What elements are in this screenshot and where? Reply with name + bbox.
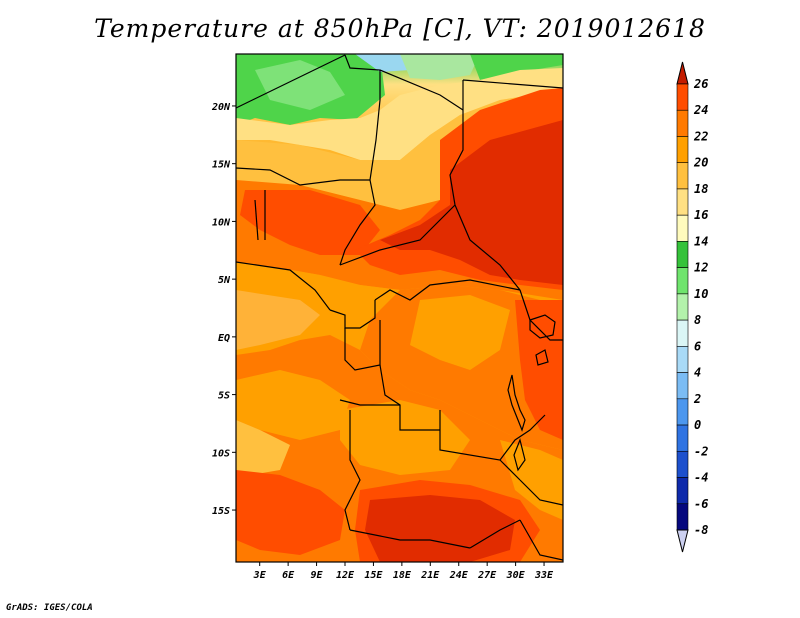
lon-label: 21E <box>420 570 440 581</box>
colorbar-swatch <box>676 214 689 242</box>
lat-label: 20N <box>211 102 231 113</box>
lon-label: 18E <box>393 570 412 581</box>
colorbar-under-triangle <box>676 529 689 553</box>
colorbar-swatch <box>676 477 689 505</box>
country-borders <box>236 54 563 561</box>
colorbar-swatch <box>676 319 689 347</box>
lon-label: 3E <box>253 570 267 581</box>
lat-label: 15S <box>212 506 230 517</box>
colorbar-label: 22 <box>693 129 708 143</box>
temperature-field <box>236 54 563 562</box>
colorbar-label: 14 <box>694 234 708 248</box>
lon-label: 6E <box>282 570 295 581</box>
lat-label: 15N <box>212 160 231 171</box>
lon-label: 24E <box>449 570 469 581</box>
lon-label: 27E <box>477 570 497 581</box>
colorbar-swatch <box>676 188 689 216</box>
colorbar-label: 18 <box>694 182 708 196</box>
colorbar-label: -8 <box>694 523 708 537</box>
colorbar-label: 20 <box>693 156 708 170</box>
lon-label: 30E <box>506 570 526 581</box>
grads-credit: GrADS: IGES/COLA <box>6 603 93 613</box>
colorbar-swatch <box>676 109 689 137</box>
lat-label: EQ <box>218 333 230 344</box>
lon-label: 9E <box>311 570 324 581</box>
lat-label: 10N <box>212 217 231 228</box>
colorbar-over-triangle <box>676 61 689 85</box>
lat-label: 10S <box>212 448 230 459</box>
map-frame <box>235 53 564 563</box>
colorbar-label: -4 <box>694 471 708 485</box>
colorbar-label: 16 <box>694 208 708 222</box>
lon-label: 15E <box>364 570 383 581</box>
colorbar-swatch <box>676 241 689 268</box>
map-title: Temperature at 850hPa [C], VT: 201901261… <box>94 14 706 43</box>
colorbar-swatch <box>676 450 689 478</box>
colorbar-label: 2 <box>693 392 701 406</box>
lakes <box>507 314 556 472</box>
colorbar-label: -2 <box>694 444 708 458</box>
lat-label: 5N <box>218 275 231 286</box>
longitude-axis: 3E 6E 9E 12E 15E 18E 21E 24E 27E 30E 33E <box>253 562 554 581</box>
colorbar-swatch <box>676 267 689 295</box>
colorbar-swatch <box>676 424 689 452</box>
colorbar-label: 24 <box>693 103 708 117</box>
colorbar-swatch <box>676 372 689 400</box>
colorbar-swatch <box>676 293 689 321</box>
lat-label: 5S <box>218 391 230 402</box>
colorbar-swatch <box>676 136 689 164</box>
colorbar-label: 0 <box>694 418 701 432</box>
lon-label: 33E <box>534 570 554 581</box>
colorbar-label: 10 <box>694 287 708 301</box>
latitude-axis: 20N 15N 10N 5N EQ 5S 10S 15S <box>211 102 236 517</box>
colorbar-swatch <box>676 346 689 373</box>
colorbar-swatch <box>676 83 689 111</box>
colorbar-label: 4 <box>694 366 701 380</box>
colorbar-label: 12 <box>694 261 708 275</box>
colorbar-swatch <box>676 398 689 426</box>
colorbar-label: 26 <box>693 77 708 91</box>
colorbar-label: 8 <box>694 313 701 327</box>
colorbar-label: -6 <box>694 497 708 511</box>
colorbar-swatch <box>676 162 689 190</box>
lon-label: 12E <box>336 570 355 581</box>
colorbar-swatch <box>676 503 689 531</box>
colorbar-label: 6 <box>694 339 701 353</box>
